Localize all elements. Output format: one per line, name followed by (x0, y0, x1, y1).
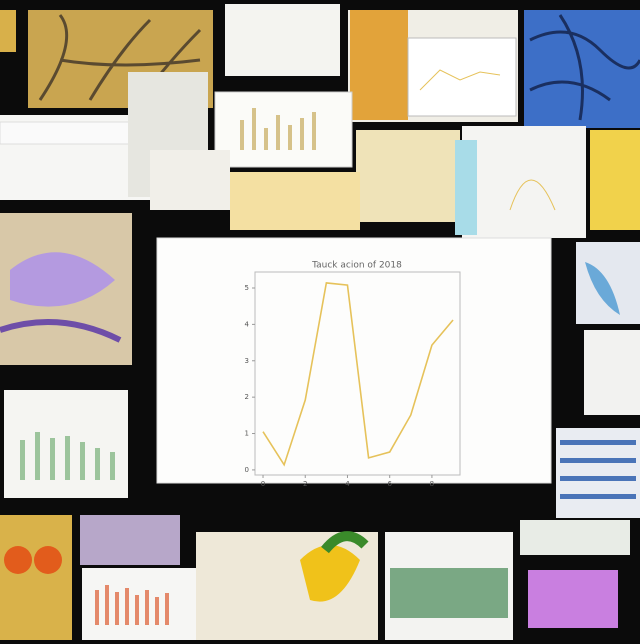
y-tick-label: 4 (245, 320, 250, 328)
tile (350, 10, 408, 120)
x-tick-label: 6 (387, 480, 392, 488)
tile-bars (20, 432, 115, 480)
tile (584, 330, 640, 415)
tile (356, 130, 460, 222)
tile (230, 172, 360, 230)
tile-art (38, 14, 202, 101)
y-tick-label: 0 (245, 466, 249, 474)
tile (0, 121, 141, 145)
y-tick-label: 5 (245, 284, 249, 292)
chart-card (156, 237, 552, 484)
tile-bars (240, 108, 316, 150)
tile-art (4, 546, 32, 574)
tile (225, 4, 340, 76)
tile (407, 37, 517, 117)
line (262, 282, 454, 467)
tile-rows (560, 440, 636, 499)
chart-title: Tauck acion of 2018 (311, 261, 402, 271)
tile-bars (95, 585, 169, 625)
tile (150, 150, 230, 210)
tile-art (529, 14, 640, 121)
tile-art (34, 546, 62, 574)
tile-art (585, 262, 620, 315)
y-tick-label: 3 (245, 357, 249, 365)
tile (390, 568, 508, 618)
tile (80, 515, 180, 565)
tile-art (10, 252, 115, 307)
tile (520, 520, 630, 555)
tile (455, 140, 477, 235)
plot: 0 1 2 3 4 5 0 2 4 6 8 (245, 282, 454, 488)
y-tick-label: 1 (245, 430, 249, 438)
tile (590, 130, 640, 230)
x-tick-label: 2 (303, 480, 307, 488)
x-tick-label: 8 (430, 480, 434, 488)
tile (214, 91, 353, 168)
x-tick-label: 4 (345, 480, 350, 488)
plot-frame (254, 271, 461, 476)
tile-art (419, 69, 501, 91)
tile (528, 570, 618, 628)
tile-art (509, 179, 556, 211)
tile (82, 568, 197, 640)
y-tick-label: 2 (245, 393, 249, 401)
tile-art (0, 319, 122, 343)
tile (0, 10, 16, 52)
tile-art (300, 545, 360, 602)
x-tick-label: 0 (261, 480, 265, 488)
tile (462, 126, 586, 238)
tile (0, 515, 72, 640)
tile-art (321, 531, 369, 554)
tile (196, 532, 378, 640)
